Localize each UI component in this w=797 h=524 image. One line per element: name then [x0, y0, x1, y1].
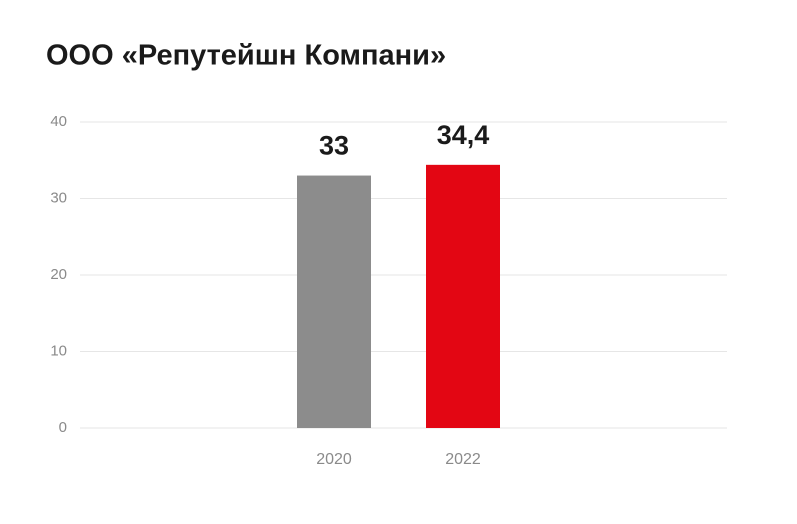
y-tick-label: 20 [50, 266, 67, 283]
x-tick-label: 2022 [445, 451, 481, 468]
bar [426, 164, 500, 428]
value-label: 34,4 [437, 120, 490, 150]
value-label: 33 [319, 131, 349, 161]
x-tick-label: 2020 [316, 451, 352, 468]
y-tick-label: 40 [50, 113, 67, 130]
bar [297, 175, 371, 428]
y-tick-label: 0 [59, 419, 67, 436]
y-tick-label: 30 [50, 189, 67, 206]
y-tick-label: 10 [50, 342, 67, 359]
chart-title: ООО «Репутейшн Компани» [46, 40, 446, 72]
